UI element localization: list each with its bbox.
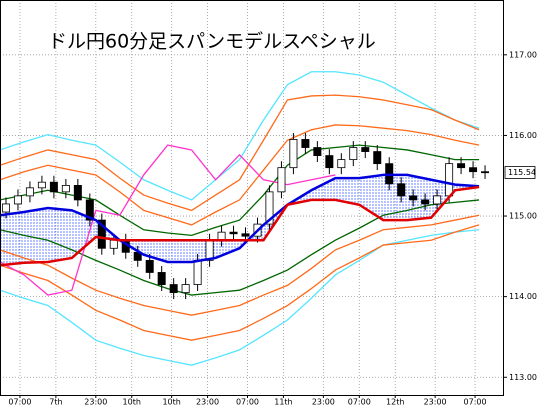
last-price-box (504, 166, 536, 179)
candle-body (397, 183, 406, 197)
candle-body (481, 171, 490, 174)
x-tick-label: 11th (274, 398, 292, 407)
candle-body (445, 163, 454, 197)
candle-body (85, 199, 94, 221)
x-tick-label: 07:00 (464, 398, 487, 407)
indicator-line (0, 71, 480, 201)
x-tick-label: 07:00 (348, 398, 371, 407)
candle-body (277, 167, 286, 193)
candle-body (193, 259, 202, 285)
y-tick-label: 113.00 (509, 373, 537, 382)
candle-body (157, 272, 166, 285)
indicator-line (0, 173, 480, 264)
indicator-line (0, 124, 480, 226)
indicator-line (0, 199, 480, 296)
candle-body (301, 139, 310, 148)
candle-body (337, 159, 346, 169)
x-tick-label: 07:00 (8, 398, 31, 407)
candle-body (1, 203, 10, 213)
candle-body (169, 284, 178, 294)
candle-body (361, 147, 370, 152)
candle-body (13, 195, 22, 205)
candle-body (145, 259, 154, 273)
x-tick-label: 23:00 (312, 398, 335, 407)
candle-body (265, 191, 274, 225)
y-tick-label: 117.00 (509, 50, 537, 59)
candle-body (409, 195, 418, 201)
x-tick-label: 10th (123, 398, 141, 407)
y-tick-label: 115.00 (509, 212, 537, 221)
y-tick-label: 114.00 (509, 292, 537, 301)
candle-body (313, 147, 322, 156)
indicator-line (0, 224, 480, 341)
candle-body (421, 199, 430, 205)
candle-body (373, 151, 382, 165)
x-tick-label: 23:00 (84, 398, 107, 407)
axes: 113.00 114.00 115.00 116.00 117.00 07:00 7th 23… (8, 50, 537, 406)
candle-body (349, 147, 358, 161)
x-tick-label: 12th (386, 398, 404, 407)
indicator-line (0, 214, 480, 316)
candle-body (49, 181, 58, 193)
chart-title: ドル円60分足スパンモデルスペシャル (48, 31, 376, 53)
x-tick-label: 07:00 (236, 398, 259, 407)
candle-body (241, 233, 250, 237)
candle-body (457, 163, 466, 169)
candle-body (109, 239, 118, 249)
indicator-line (0, 229, 480, 366)
candle-body (25, 187, 34, 197)
last-price-label: 115.54 (508, 168, 536, 177)
candle-body (229, 231, 238, 235)
candle-body (181, 284, 190, 294)
y-tick-label: 116.00 (509, 131, 537, 140)
candle-body (433, 195, 442, 205)
indicator-line (0, 185, 480, 267)
candle-body (37, 181, 46, 189)
candle-body (73, 185, 82, 201)
indicator-line (0, 94, 480, 212)
x-tick-label: 10th (162, 398, 180, 407)
candle-body (469, 167, 478, 173)
candle-body (61, 185, 70, 193)
candle-body (97, 219, 106, 249)
x-tick-label: 23:00 (196, 398, 219, 407)
x-tick-label: 7th (49, 398, 62, 407)
candle-body (325, 155, 334, 169)
plot-border (0, 0, 504, 396)
span-cloud (0, 174, 480, 266)
x-tick-label: 23:00 (424, 398, 447, 407)
plot-area (0, 71, 490, 366)
candle-body (289, 139, 298, 169)
